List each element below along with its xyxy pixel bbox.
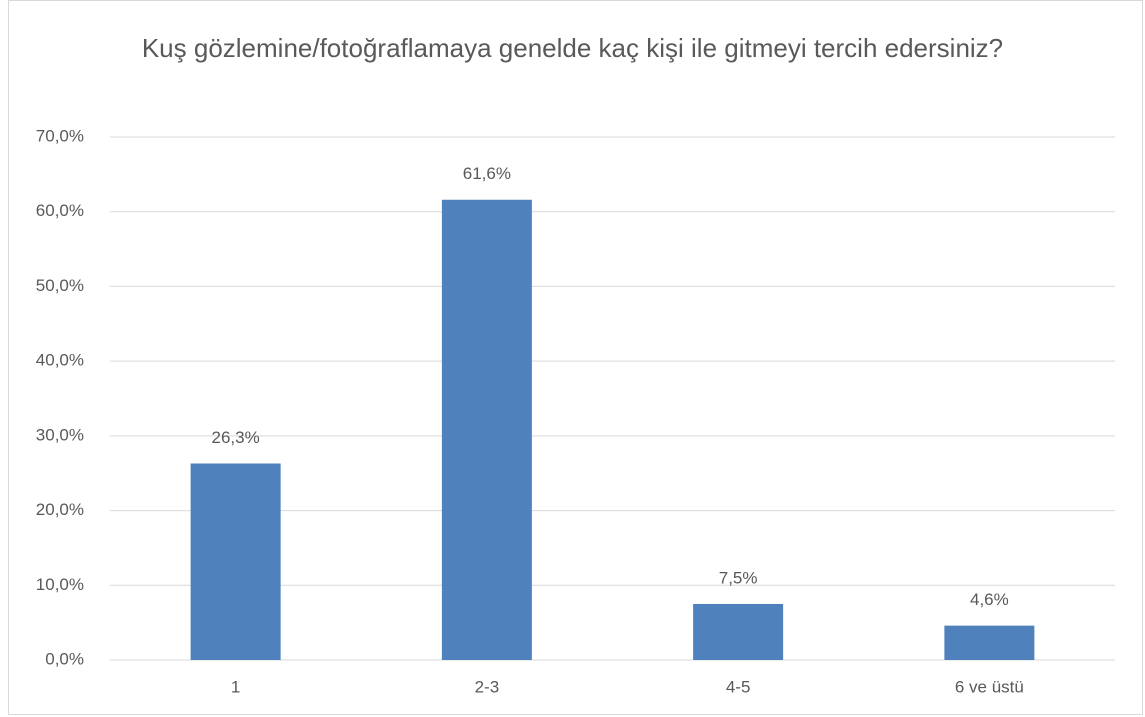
data-label: 7,5%: [719, 568, 758, 587]
bar: [190, 463, 281, 660]
chart-title: Kuş gözlemine/fotoğraflamaya genelde kaç…: [141, 33, 1004, 63]
bar: [441, 199, 532, 660]
x-tick-label: 4-5: [726, 677, 751, 696]
y-tick-label: 30,0%: [36, 425, 84, 444]
y-tick-label: 70,0%: [36, 126, 84, 145]
bar: [944, 625, 1035, 660]
data-label: 4,6%: [970, 590, 1009, 609]
y-tick-label: 20,0%: [36, 500, 84, 519]
chart-border: [8, 0, 1143, 715]
y-tick-label: 10,0%: [36, 575, 84, 594]
y-tick-label: 50,0%: [36, 276, 84, 295]
bar: [693, 603, 784, 660]
data-label: 26,3%: [212, 428, 260, 447]
y-tick-label: 40,0%: [36, 351, 84, 370]
y-tick-label: 60,0%: [36, 201, 84, 220]
data-label: 61,6%: [463, 164, 511, 183]
y-tick-label: 0,0%: [45, 649, 84, 668]
x-tick-label: 2-3: [475, 677, 500, 696]
x-tick-label: 6 ve üstü: [955, 677, 1024, 696]
x-tick-label: 1: [231, 677, 240, 696]
